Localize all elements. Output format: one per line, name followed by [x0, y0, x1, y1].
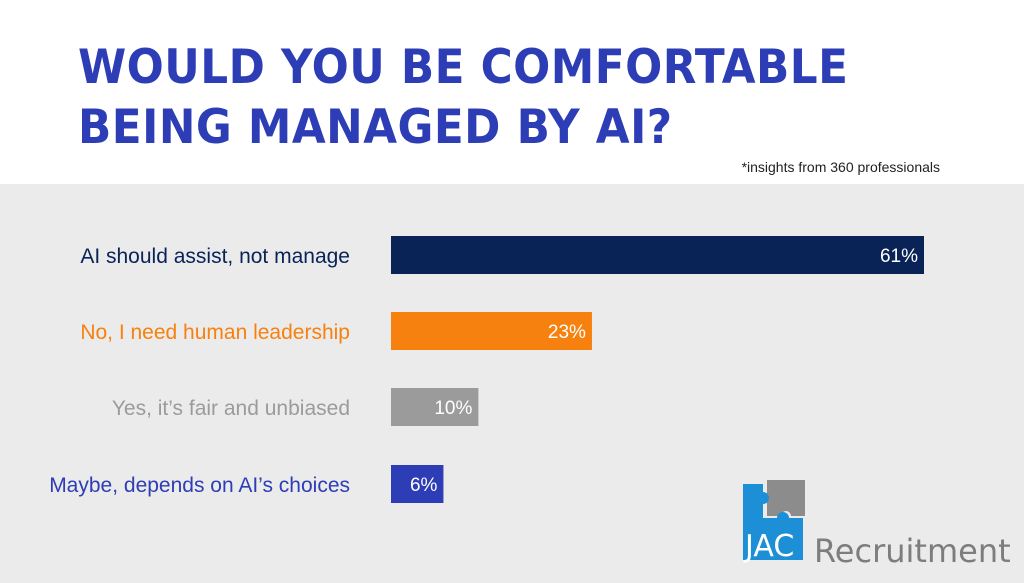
header: WOULD YOU BE COMFORTABLE BEING MANAGED B… [0, 0, 1024, 184]
logo-letters: JAC [743, 529, 794, 564]
data-label: 61% [880, 246, 918, 267]
category-label: AI should assist, not manage [80, 245, 350, 268]
data-label: 23% [548, 322, 586, 343]
puzzle-logo-icon: JAC [743, 480, 805, 564]
bar [391, 465, 444, 503]
data-label: 10% [434, 398, 472, 419]
bar [391, 388, 479, 426]
category-label: Maybe, depends on AI’s choices [49, 474, 350, 497]
logo-word: Recruitment [814, 532, 1011, 570]
jac-recruitment-logo: JAC Recruitment [741, 478, 1021, 570]
page-title: WOULD YOU BE COMFORTABLE BEING MANAGED B… [78, 40, 849, 155]
category-label: Yes, it’s fair and unbiased [112, 397, 350, 420]
category-label: No, I need human leadership [80, 321, 350, 344]
bar [391, 312, 592, 350]
subtitle: *insights from 360 professionals [741, 159, 940, 175]
bar [391, 236, 924, 274]
data-label: 6% [410, 475, 438, 496]
